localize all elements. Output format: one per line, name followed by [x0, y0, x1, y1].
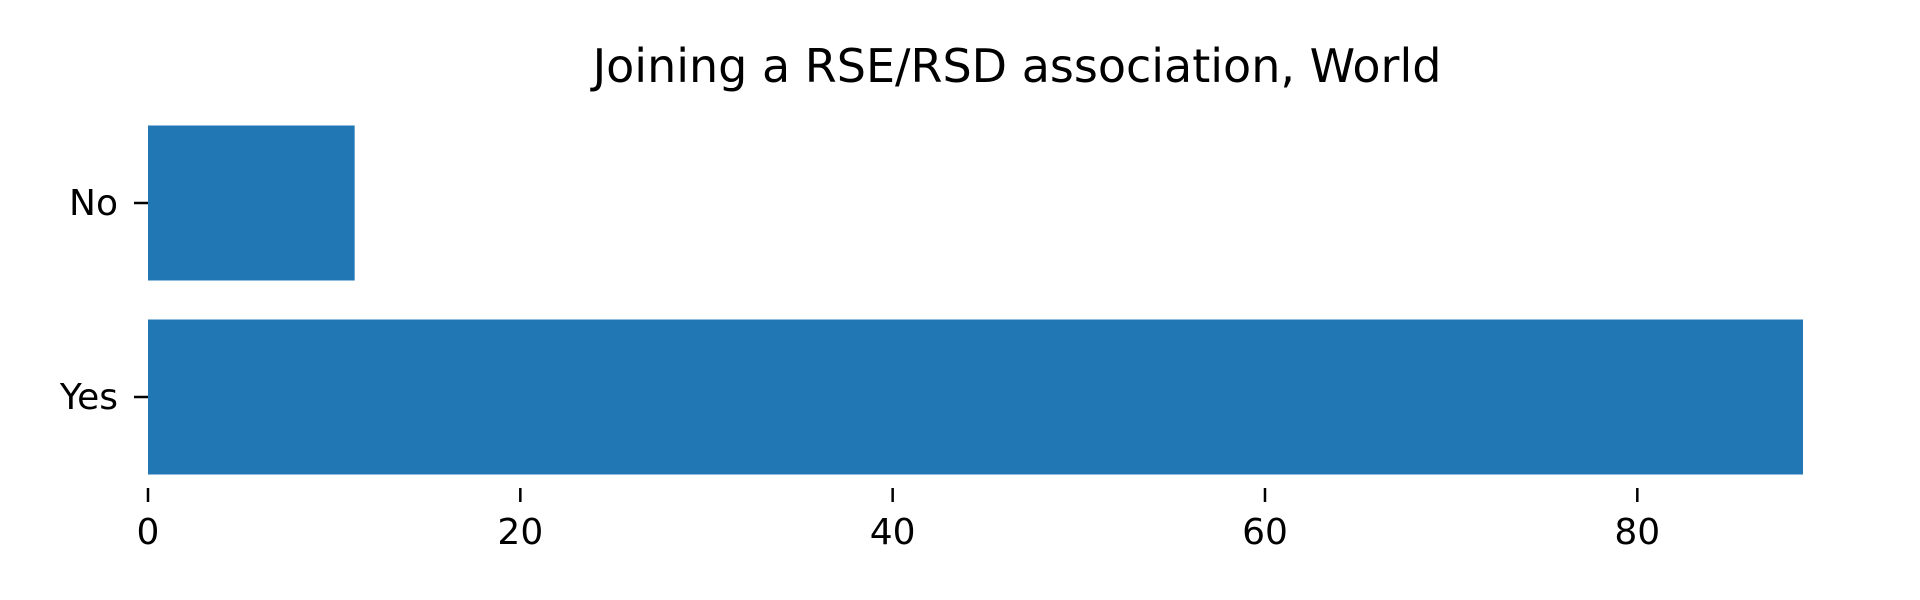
x-tick-label-20: 20: [497, 512, 543, 553]
x-tick-label-80: 80: [1614, 512, 1660, 553]
bar-no: [148, 125, 355, 281]
x-tick-label-60: 60: [1242, 512, 1288, 553]
y-tick-label-yes: Yes: [59, 377, 118, 418]
chart-title: Joining a RSE/RSD association, World: [590, 39, 1442, 93]
y-tick-label-no: No: [69, 183, 118, 224]
x-axis: 0 20 40 60 80: [137, 488, 1660, 553]
bar-yes: [148, 319, 1803, 475]
bars-layer: [148, 125, 1803, 475]
x-tick-label-40: 40: [870, 512, 916, 553]
x-tick-label-0: 0: [137, 512, 160, 553]
y-axis: No Yes: [59, 183, 148, 418]
